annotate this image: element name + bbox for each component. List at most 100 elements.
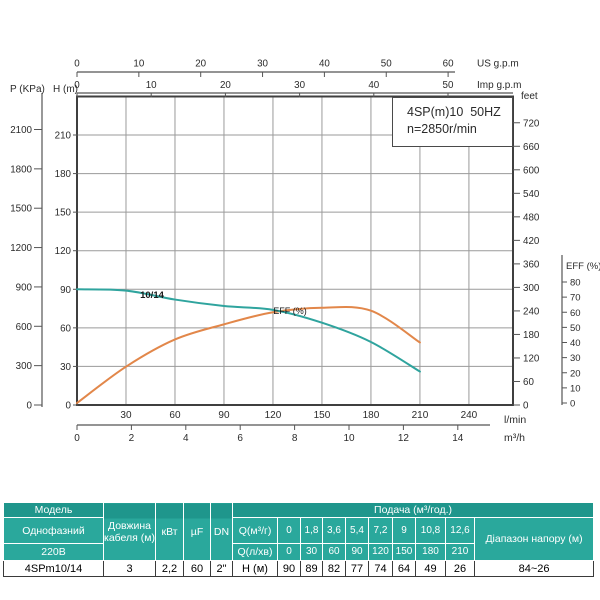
feet-tick-label: 600 xyxy=(523,165,540,176)
cell-q-m3h-label: Q(м³/г) xyxy=(232,517,278,544)
cell-q-m3h-0: 0 xyxy=(277,517,301,544)
cell-kw-header: кВт xyxy=(155,502,184,561)
p-axis-tick-label: 1200 xyxy=(10,243,32,254)
cell-uf-value: 60 xyxy=(183,560,211,577)
feet-tick-label: 300 xyxy=(523,283,540,294)
eff-axis-tick-label: 70 xyxy=(570,293,581,304)
cell-q-m3h-5: 9 xyxy=(392,517,416,544)
cell-h-7: 26 xyxy=(445,560,475,577)
cell-h-6: 49 xyxy=(415,560,446,577)
h-axis-tick-label: 60 xyxy=(60,323,71,334)
cell-q-lmin-6: 180 xyxy=(415,543,446,561)
us-gpm-tick-label: 20 xyxy=(195,59,206,70)
h-axis-tick-label: 150 xyxy=(55,208,72,219)
cell-cable-value: 3 xyxy=(103,560,156,577)
h-axis-tick-label: 0 xyxy=(66,401,72,412)
eff-curve-label: EFF (%) xyxy=(273,306,307,316)
m3h-tick-label: 14 xyxy=(452,433,464,444)
lmin-tick-label: 210 xyxy=(412,410,429,421)
cell-dn-header: DN xyxy=(210,502,233,561)
us-gpm-tick-label: 50 xyxy=(381,59,392,70)
feet-tick-label: 0 xyxy=(523,401,529,412)
m3h-tick-label: 10 xyxy=(343,433,355,444)
imp-gpm-tick-label: 20 xyxy=(220,80,231,91)
h-axis-tick-label: 210 xyxy=(55,131,72,142)
p-axis-tick-label: 2100 xyxy=(10,125,32,136)
head-curve-label: 10/14 xyxy=(140,290,164,301)
eff-axis-label: EFF (%) xyxy=(566,261,600,272)
eff-axis-tick-label: 60 xyxy=(570,308,581,319)
eff-axis-tick-label: 80 xyxy=(570,278,581,289)
cell-q-lmin-7: 210 xyxy=(445,543,475,561)
feet-axis-label: feet xyxy=(521,91,538,102)
cell-uf-header: µF xyxy=(183,502,211,561)
cell-q-lmin-5: 150 xyxy=(392,543,416,561)
cell-q-m3h-2: 3,6 xyxy=(322,517,346,544)
p-axis-tick-label: 1800 xyxy=(10,164,32,175)
us-gpm-axis-label: US g.p.m xyxy=(477,59,519,70)
eff-curve xyxy=(76,305,421,404)
cell-phase: Однофазний xyxy=(3,517,104,544)
spec-table: Модель Довжина кабеля (м) кВт µF DN Пода… xyxy=(3,502,595,577)
feet-tick-label: 360 xyxy=(523,259,540,270)
feet-tick-label: 120 xyxy=(523,353,540,364)
lmin-tick-label: 150 xyxy=(314,410,331,421)
feet-tick-label: 60 xyxy=(523,377,534,388)
cell-h-4: 74 xyxy=(368,560,393,577)
feet-tick-label: 540 xyxy=(523,189,540,200)
m3h-tick-label: 2 xyxy=(129,433,135,444)
eff-axis-tick-label: 10 xyxy=(570,383,581,394)
lmin-tick-label: 90 xyxy=(218,410,230,421)
m3h-tick-label: 8 xyxy=(292,433,298,444)
h-axis-tick-label: 30 xyxy=(60,362,71,373)
cell-q-m3h-6: 10,8 xyxy=(415,517,446,544)
us-gpm-tick-label: 30 xyxy=(257,59,268,70)
cell-q-lmin-label: Q(л/хв) xyxy=(232,543,278,561)
feet-tick-label: 660 xyxy=(523,142,540,153)
head-curve xyxy=(76,288,421,373)
feet-tick-label: 720 xyxy=(523,118,540,129)
cell-q-m3h-7: 12,6 xyxy=(445,517,475,544)
chart-title: 4SP(m)10 50HZ xyxy=(407,105,501,119)
cell-h-5: 64 xyxy=(392,560,416,577)
us-gpm-tick-label: 40 xyxy=(319,59,330,70)
lmin-tick-label: 30 xyxy=(120,410,132,421)
imp-gpm-tick-label: 10 xyxy=(146,80,157,91)
cell-h-3: 77 xyxy=(345,560,369,577)
cell-voltage: 220В xyxy=(3,543,104,561)
eff-axis-tick-label: 20 xyxy=(570,368,581,379)
feet-tick-label: 480 xyxy=(523,212,540,223)
eff-axis-tick-label: 30 xyxy=(570,353,581,364)
cell-dn-value: 2" xyxy=(210,560,233,577)
eff-axis-tick-label: 50 xyxy=(570,323,581,334)
lmin-axis-label: l/min xyxy=(504,414,526,426)
m3h-tick-label: 4 xyxy=(183,433,189,444)
cell-q-lmin-0: 0 xyxy=(277,543,301,561)
imp-gpm-tick-label: 40 xyxy=(368,80,379,91)
p-axis-tick-label: 600 xyxy=(16,322,33,333)
cell-h-2: 82 xyxy=(322,560,346,577)
h-axis-tick-label: 120 xyxy=(55,246,72,257)
lmin-tick-label: 60 xyxy=(169,410,181,421)
us-gpm-tick-label: 10 xyxy=(133,59,144,70)
feet-tick-label: 240 xyxy=(523,306,540,317)
imp-gpm-tick-label: 0 xyxy=(74,80,80,91)
p-axis-tick-label: 1500 xyxy=(10,204,32,215)
us-gpm-tick-label: 0 xyxy=(74,59,80,70)
m3h-tick-label: 12 xyxy=(398,433,410,444)
cell-cable-length-header: Довжина кабеля (м) xyxy=(103,502,156,561)
imp-gpm-axis-label: Imp g.p.m xyxy=(477,80,521,91)
imp-gpm-tick-label: 50 xyxy=(443,80,454,91)
lmin-tick-label: 120 xyxy=(265,410,282,421)
p-axis-tick-label: 0 xyxy=(27,401,33,412)
cell-head-range-value: 84~26 xyxy=(473,560,595,577)
m3h-axis-label: m³/h xyxy=(504,432,525,444)
cell-h-1: 89 xyxy=(300,560,323,577)
p-axis-tick-label: 300 xyxy=(16,361,33,372)
cell-model-header: Модель xyxy=(3,502,104,518)
h-axis-label: H (m) xyxy=(53,84,78,95)
eff-axis-tick-label: 0 xyxy=(570,399,575,410)
cell-q-m3h-4: 7,2 xyxy=(368,517,393,544)
